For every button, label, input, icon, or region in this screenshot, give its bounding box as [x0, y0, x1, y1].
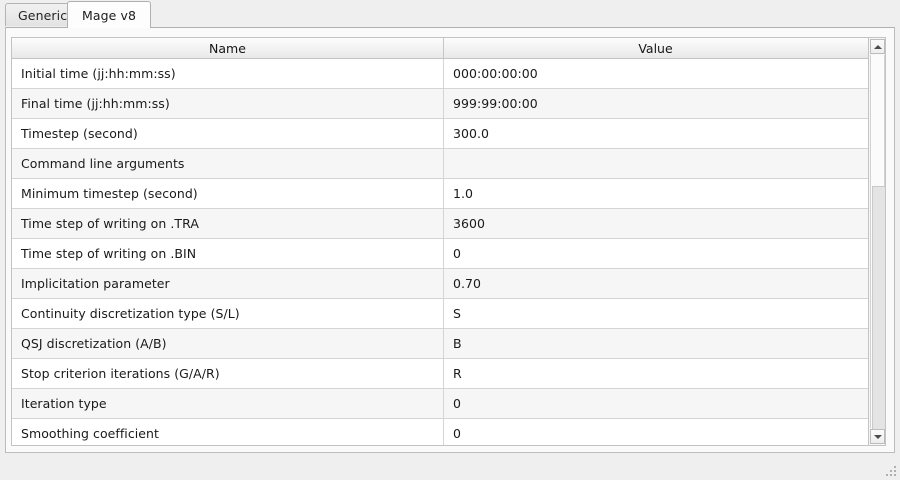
tab-strip: Generic Mage v8 [0, 0, 900, 28]
cell-name[interactable]: Implicitation parameter [12, 269, 444, 298]
cell-value[interactable]: 0.70 [453, 276, 482, 291]
table-row[interactable]: Timestep (second) 300.0 [12, 119, 868, 149]
scrollbar-track[interactable] [870, 55, 885, 430]
cell-name[interactable]: Time step of writing on .TRA [12, 209, 444, 238]
cell-name[interactable]: Command line arguments [12, 149, 444, 178]
cell-name[interactable]: Initial time (jj:hh:mm:ss) [12, 59, 444, 88]
triangle-up-icon [873, 44, 882, 49]
table-row[interactable]: Initial time (jj:hh:mm:ss) 000:00:00:00 [12, 59, 868, 89]
scroll-up-button[interactable] [870, 39, 885, 54]
cell-name[interactable]: Timestep (second) [12, 119, 444, 148]
scroll-down-button[interactable] [870, 429, 885, 444]
cell-value[interactable]: S [453, 306, 461, 321]
cell-value[interactable] [444, 149, 867, 178]
cell-name[interactable]: Continuity discretization type (S/L) [12, 299, 444, 328]
scrollbar-thumb[interactable] [872, 186, 885, 430]
cell-name[interactable]: Time step of writing on .BIN [12, 239, 444, 268]
cell-value[interactable]: 0 [453, 426, 462, 441]
table-row[interactable]: Implicitation parameter 0.70 [12, 269, 868, 299]
parameter-table: Name Value Initial time (jj:hh:mm:ss) 000… [12, 38, 868, 445]
cell-name[interactable]: Iteration type [12, 389, 444, 418]
cell-name[interactable]: Smoothing coefficient [12, 419, 444, 445]
table-header-row: Name Value [12, 38, 868, 59]
cell-name[interactable]: Stop criterion iterations (G/A/R) [12, 359, 444, 388]
vertical-scrollbar[interactable] [868, 38, 885, 445]
table-row[interactable]: Time step of writing on .BIN 0 [12, 239, 868, 269]
cell-name[interactable]: Minimum timestep (second) [12, 179, 444, 208]
tab-mage-v8-label: Mage v8 [82, 7, 137, 23]
tab-generic-label: Generic [18, 7, 68, 23]
cell-name[interactable]: QSJ discretization (A/B) [12, 329, 444, 358]
resize-grip-icon[interactable] [883, 463, 897, 477]
table-row[interactable]: Command line arguments [12, 149, 868, 179]
cell-value[interactable]: 3600 [453, 216, 486, 231]
parameter-table-container: Name Value Initial time (jj:hh:mm:ss) 000… [11, 37, 886, 446]
tab-content-panel: Name Value Initial time (jj:hh:mm:ss) 000… [5, 27, 895, 453]
table-row[interactable]: Minimum timestep (second) 1.0 [12, 179, 868, 209]
cell-value[interactable]: 0 [453, 246, 462, 261]
table-row[interactable]: Time step of writing on .TRA 3600 [12, 209, 868, 239]
cell-value[interactable]: 300.0 [453, 126, 490, 141]
cell-value[interactable]: B [453, 336, 462, 351]
cell-value[interactable]: 1.0 [453, 186, 474, 201]
cell-value[interactable]: 999:99:00:00 [453, 96, 538, 111]
table-row[interactable]: Smoothing coefficient 0 [12, 419, 868, 445]
table-row[interactable]: Iteration type 0 [12, 389, 868, 419]
triangle-down-icon [873, 434, 882, 439]
column-header-name[interactable]: Name [12, 38, 444, 58]
cell-value[interactable]: R [453, 366, 462, 381]
table-row[interactable]: QSJ discretization (A/B) B [12, 329, 868, 359]
column-header-value[interactable]: Value [638, 40, 673, 56]
cell-name[interactable]: Final time (jj:hh:mm:ss) [12, 89, 444, 118]
table-row[interactable]: Continuity discretization type (S/L) S [12, 299, 868, 329]
table-row[interactable]: Final time (jj:hh:mm:ss) 999:99:00:00 [12, 89, 868, 119]
cell-value[interactable]: 000:00:00:00 [453, 66, 538, 81]
tab-mage-v8[interactable]: Mage v8 [67, 1, 152, 28]
tab-generic[interactable]: Generic [5, 3, 81, 26]
table-body: Initial time (jj:hh:mm:ss) 000:00:00:00 Fi… [12, 59, 868, 445]
table-row[interactable]: Stop criterion iterations (G/A/R) R [12, 359, 868, 389]
cell-value[interactable]: 0 [453, 396, 462, 411]
